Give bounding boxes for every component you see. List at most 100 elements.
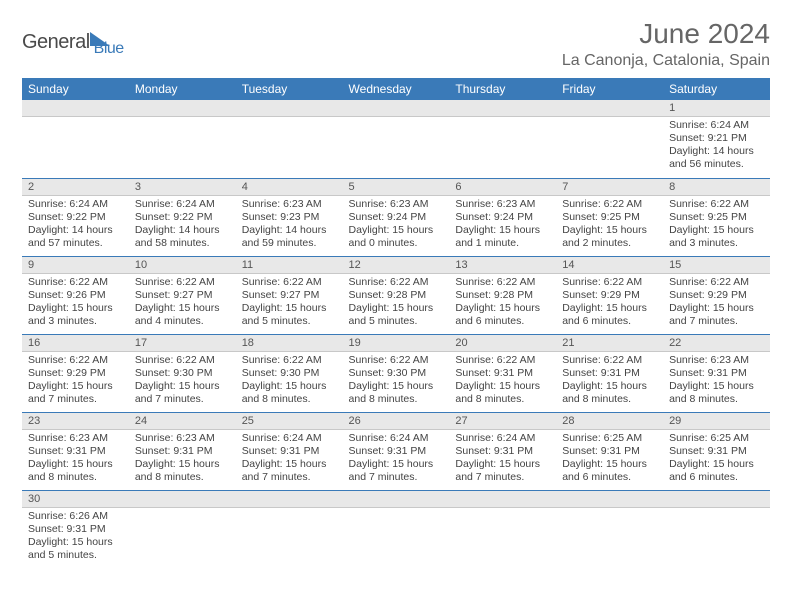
day-number: 2 [22,179,129,196]
sunrise-text: Sunrise: 6:23 AM [455,198,550,211]
day-number: 9 [22,257,129,274]
weekday-header: Saturday [663,78,770,100]
calendar-day-cell: 20Sunrise: 6:22 AMSunset: 9:31 PMDayligh… [449,334,556,412]
sunset-text: Sunset: 9:25 PM [669,211,764,224]
empty-daynum-strip [556,100,663,117]
calendar-day-cell [343,490,450,568]
day-number: 1 [663,100,770,117]
day-number: 20 [449,335,556,352]
brand-name-1: General [22,31,90,54]
day-number: 3 [129,179,236,196]
calendar-week-row: 23Sunrise: 6:23 AMSunset: 9:31 PMDayligh… [22,412,770,490]
day-details: Sunrise: 6:23 AMSunset: 9:31 PMDaylight:… [129,430,236,489]
daylight-text: Daylight: 15 hours and 5 minutes. [242,302,337,328]
daylight-text: Daylight: 14 hours and 59 minutes. [242,224,337,250]
empty-daynum-strip [343,491,450,508]
calendar-day-cell: 21Sunrise: 6:22 AMSunset: 9:31 PMDayligh… [556,334,663,412]
empty-daynum-strip [236,491,343,508]
empty-daynum-strip [129,100,236,117]
day-number: 4 [236,179,343,196]
sunrise-text: Sunrise: 6:23 AM [669,354,764,367]
sunset-text: Sunset: 9:31 PM [562,367,657,380]
weekday-header: Wednesday [343,78,450,100]
sunrise-text: Sunrise: 6:22 AM [349,276,444,289]
calendar-day-cell: 22Sunrise: 6:23 AMSunset: 9:31 PMDayligh… [663,334,770,412]
day-details: Sunrise: 6:23 AMSunset: 9:24 PMDaylight:… [449,196,556,255]
daylight-text: Daylight: 15 hours and 4 minutes. [135,302,230,328]
day-number: 27 [449,413,556,430]
empty-daynum-strip [22,100,129,117]
calendar-day-cell [449,100,556,178]
day-number: 6 [449,179,556,196]
day-number: 30 [22,491,129,508]
sunrise-text: Sunrise: 6:25 AM [669,432,764,445]
calendar-week-row: 16Sunrise: 6:22 AMSunset: 9:29 PMDayligh… [22,334,770,412]
daylight-text: Daylight: 15 hours and 0 minutes. [349,224,444,250]
month-title: June 2024 [562,18,770,50]
daylight-text: Daylight: 15 hours and 7 minutes. [455,458,550,484]
calendar-day-cell [236,490,343,568]
sunrise-text: Sunrise: 6:23 AM [28,432,123,445]
sunset-text: Sunset: 9:27 PM [242,289,337,302]
sunset-text: Sunset: 9:22 PM [135,211,230,224]
sunset-text: Sunset: 9:28 PM [455,289,550,302]
sunset-text: Sunset: 9:25 PM [562,211,657,224]
sunrise-text: Sunrise: 6:26 AM [28,510,123,523]
sunset-text: Sunset: 9:31 PM [455,445,550,458]
day-number: 24 [129,413,236,430]
daylight-text: Daylight: 15 hours and 2 minutes. [562,224,657,250]
day-number: 19 [343,335,450,352]
title-block: June 2024 La Canonja, Catalonia, Spain [562,18,770,70]
calendar-week-row: 30Sunrise: 6:26 AMSunset: 9:31 PMDayligh… [22,490,770,568]
daylight-text: Daylight: 15 hours and 8 minutes. [562,380,657,406]
location-label: La Canonja, Catalonia, Spain [562,52,770,70]
day-details: Sunrise: 6:22 AMSunset: 9:29 PMDaylight:… [663,274,770,333]
sunrise-text: Sunrise: 6:22 AM [455,354,550,367]
calendar-day-cell: 14Sunrise: 6:22 AMSunset: 9:29 PMDayligh… [556,256,663,334]
sunset-text: Sunset: 9:26 PM [28,289,123,302]
sunrise-text: Sunrise: 6:22 AM [242,276,337,289]
calendar-day-cell: 13Sunrise: 6:22 AMSunset: 9:28 PMDayligh… [449,256,556,334]
empty-daynum-strip [663,491,770,508]
calendar-day-cell: 30Sunrise: 6:26 AMSunset: 9:31 PMDayligh… [22,490,129,568]
calendar-day-cell: 16Sunrise: 6:22 AMSunset: 9:29 PMDayligh… [22,334,129,412]
calendar-page: General Blue June 2024 La Canonja, Catal… [0,0,792,586]
calendar-day-cell: 12Sunrise: 6:22 AMSunset: 9:28 PMDayligh… [343,256,450,334]
daylight-text: Daylight: 15 hours and 6 minutes. [455,302,550,328]
daylight-text: Daylight: 15 hours and 8 minutes. [242,380,337,406]
day-details: Sunrise: 6:22 AMSunset: 9:31 PMDaylight:… [556,352,663,411]
empty-daynum-strip [449,100,556,117]
sunrise-text: Sunrise: 6:24 AM [669,119,764,132]
calendar-day-cell: 29Sunrise: 6:25 AMSunset: 9:31 PMDayligh… [663,412,770,490]
daylight-text: Daylight: 15 hours and 6 minutes. [562,302,657,328]
day-details: Sunrise: 6:22 AMSunset: 9:29 PMDaylight:… [22,352,129,411]
sunrise-text: Sunrise: 6:22 AM [135,354,230,367]
day-number: 23 [22,413,129,430]
day-number: 28 [556,413,663,430]
sunset-text: Sunset: 9:31 PM [242,445,337,458]
sunrise-text: Sunrise: 6:24 AM [455,432,550,445]
sunrise-text: Sunrise: 6:24 AM [28,198,123,211]
daylight-text: Daylight: 15 hours and 8 minutes. [28,458,123,484]
weekday-header: Thursday [449,78,556,100]
day-details: Sunrise: 6:22 AMSunset: 9:26 PMDaylight:… [22,274,129,333]
day-details: Sunrise: 6:22 AMSunset: 9:27 PMDaylight:… [129,274,236,333]
day-number: 14 [556,257,663,274]
day-details: Sunrise: 6:22 AMSunset: 9:25 PMDaylight:… [663,196,770,255]
weekday-header: Sunday [22,78,129,100]
day-number: 18 [236,335,343,352]
sunrise-text: Sunrise: 6:24 AM [242,432,337,445]
sunset-text: Sunset: 9:21 PM [669,132,764,145]
calendar-day-cell [449,490,556,568]
day-number: 17 [129,335,236,352]
sunrise-text: Sunrise: 6:23 AM [242,198,337,211]
sunrise-text: Sunrise: 6:22 AM [455,276,550,289]
sunrise-text: Sunrise: 6:23 AM [349,198,444,211]
calendar-day-cell: 26Sunrise: 6:24 AMSunset: 9:31 PMDayligh… [343,412,450,490]
empty-daynum-strip [236,100,343,117]
sunrise-text: Sunrise: 6:22 AM [135,276,230,289]
sunrise-text: Sunrise: 6:22 AM [28,276,123,289]
weekday-header: Friday [556,78,663,100]
daylight-text: Daylight: 15 hours and 7 minutes. [349,458,444,484]
empty-daynum-strip [129,491,236,508]
